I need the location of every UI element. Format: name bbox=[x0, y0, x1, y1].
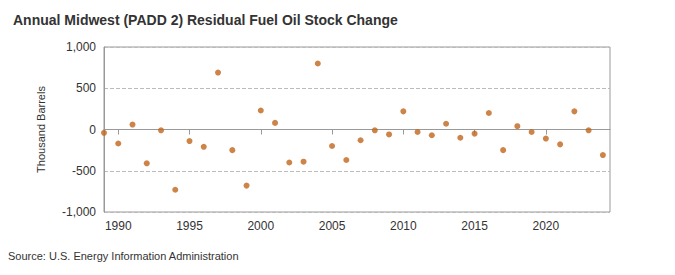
svg-text:0: 0 bbox=[89, 123, 96, 137]
svg-text:Thousand Barrels: Thousand Barrels bbox=[35, 86, 47, 173]
svg-text:2010: 2010 bbox=[390, 219, 417, 233]
svg-text:1,000: 1,000 bbox=[66, 40, 96, 54]
svg-text:500: 500 bbox=[76, 81, 96, 95]
svg-text:Annual Midwest (PADD 2) Residu: Annual Midwest (PADD 2) Residual Fuel Oi… bbox=[13, 12, 398, 28]
svg-text:-500: -500 bbox=[72, 164, 96, 178]
svg-text:Source: U.S. Energy Informatio: Source: U.S. Energy Information Administ… bbox=[8, 250, 239, 262]
svg-text:1990: 1990 bbox=[105, 219, 132, 233]
svg-text:2020: 2020 bbox=[533, 219, 560, 233]
svg-text:2005: 2005 bbox=[319, 219, 346, 233]
svg-text:1995: 1995 bbox=[176, 219, 203, 233]
svg-text:2000: 2000 bbox=[247, 219, 274, 233]
svg-text:-1,000: -1,000 bbox=[62, 205, 96, 219]
svg-text:2015: 2015 bbox=[461, 219, 488, 233]
